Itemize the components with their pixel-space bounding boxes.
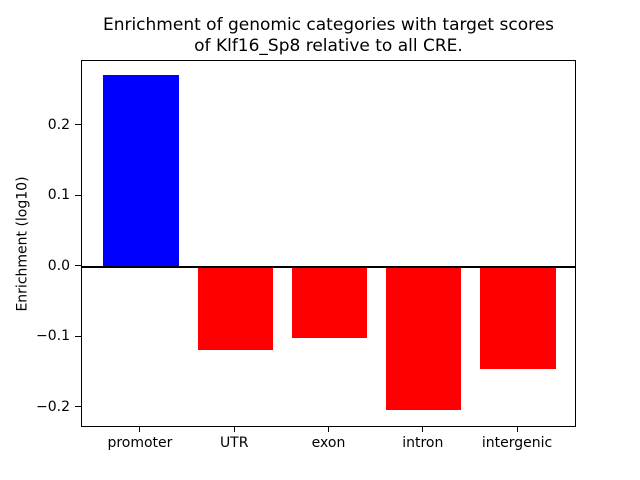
bar-exon xyxy=(291,266,368,339)
x-tick-label: exon xyxy=(311,435,346,451)
x-tick-label: intergenic xyxy=(481,435,553,451)
bar-UTR xyxy=(197,266,273,351)
x-tick-mark xyxy=(516,427,518,432)
y-tick-label: 0.2 xyxy=(47,116,70,133)
zero-line xyxy=(82,265,575,268)
y-tick-label: −0.2 xyxy=(36,398,70,415)
y-tick-label: −0.1 xyxy=(36,328,70,345)
bar-intergenic xyxy=(480,266,556,369)
x-tick-label: intron xyxy=(402,435,444,451)
y-axis-label: Enrichment (log10) xyxy=(15,175,32,312)
x-tick-mark xyxy=(139,427,141,432)
y-axis-label-box: Enrichment (log10) xyxy=(13,60,33,427)
chart-title-line2: of Klf16_Sp8 relative to all CRE. xyxy=(194,36,463,56)
x-tick-label: UTR xyxy=(219,435,249,451)
y-tick-label: 0.0 xyxy=(47,257,70,274)
plot-area xyxy=(81,60,576,427)
x-tick-mark xyxy=(233,427,235,432)
x-tick-mark xyxy=(328,427,329,432)
chart-title-line1: Enrichment of genomic categories with ta… xyxy=(102,15,555,35)
x-tick-mark xyxy=(422,427,424,432)
chart-title: Enrichment of genomic categories with ta… xyxy=(81,15,576,57)
y-tick-label: 0.1 xyxy=(47,187,70,204)
bar-intron xyxy=(386,266,462,411)
x-tick-label: promoter xyxy=(107,435,173,451)
bar-promoter xyxy=(103,74,179,267)
